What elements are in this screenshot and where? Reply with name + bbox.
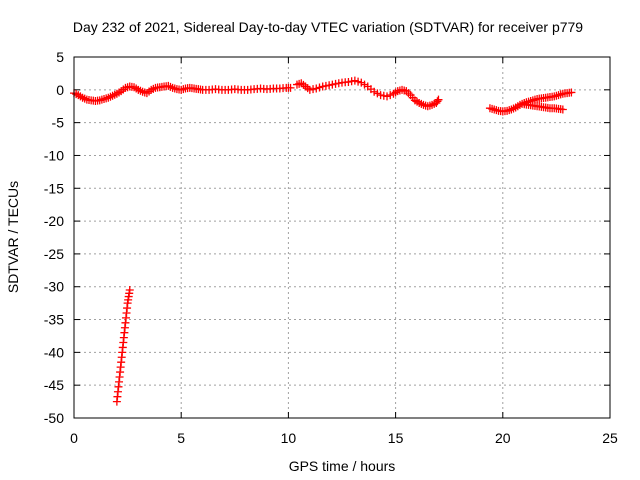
data-point [179, 85, 188, 94]
y-tick-label: -30 [44, 279, 64, 295]
data-point [485, 104, 494, 113]
data-point [402, 87, 411, 96]
data-point [125, 286, 134, 295]
data-point [97, 95, 106, 104]
y-tick-label: -15 [44, 180, 64, 196]
plot-frame [73, 56, 611, 419]
y-tick-label: -40 [44, 344, 64, 360]
data-point [434, 95, 443, 104]
x-axis-label: GPS time / hours [289, 458, 396, 474]
data-point [552, 91, 561, 100]
data-point [558, 105, 567, 114]
data-point [428, 100, 437, 109]
chart-title: Day 232 of 2021, Sidereal Day-to-day VTE… [73, 19, 583, 35]
data-point [492, 106, 501, 115]
data-point [433, 97, 442, 106]
x-tick-label: 15 [388, 430, 404, 446]
x-tick-label: 0 [70, 430, 78, 446]
data-point [490, 105, 499, 114]
tick-labels: 0 5 10 15 20 25 5 0 -5 -10 -15 -20 -25 -30 -35 -40 -45 -5… [44, 49, 618, 446]
x-tick-label: 10 [281, 430, 297, 446]
y-tick-label: -45 [44, 377, 64, 393]
data-points [70, 76, 576, 406]
data-point [567, 88, 576, 97]
data-point [550, 92, 559, 101]
y-tick-label: -5 [52, 115, 65, 131]
data-point [286, 83, 295, 92]
y-tick-label: -25 [44, 246, 64, 262]
x-tick-label: 25 [602, 430, 618, 446]
axis-ticks [73, 56, 611, 419]
data-point [168, 83, 177, 92]
y-tick-label: 5 [56, 49, 64, 65]
grid [74, 57, 610, 418]
y-tick-label: -10 [44, 147, 64, 163]
data-point [488, 104, 497, 113]
data-point [95, 96, 104, 105]
x-tick-label: 5 [177, 430, 185, 446]
x-tick-label: 20 [495, 430, 511, 446]
y-tick-label: 0 [56, 82, 64, 98]
data-point [554, 91, 563, 100]
y-tick-label: -35 [44, 312, 64, 328]
y-axis-label: SDTVAR / TECUs [5, 181, 21, 293]
data-point [177, 85, 186, 94]
y-tick-label: -50 [44, 410, 64, 426]
data-point [556, 90, 565, 99]
y-tick-label: -20 [44, 213, 64, 229]
